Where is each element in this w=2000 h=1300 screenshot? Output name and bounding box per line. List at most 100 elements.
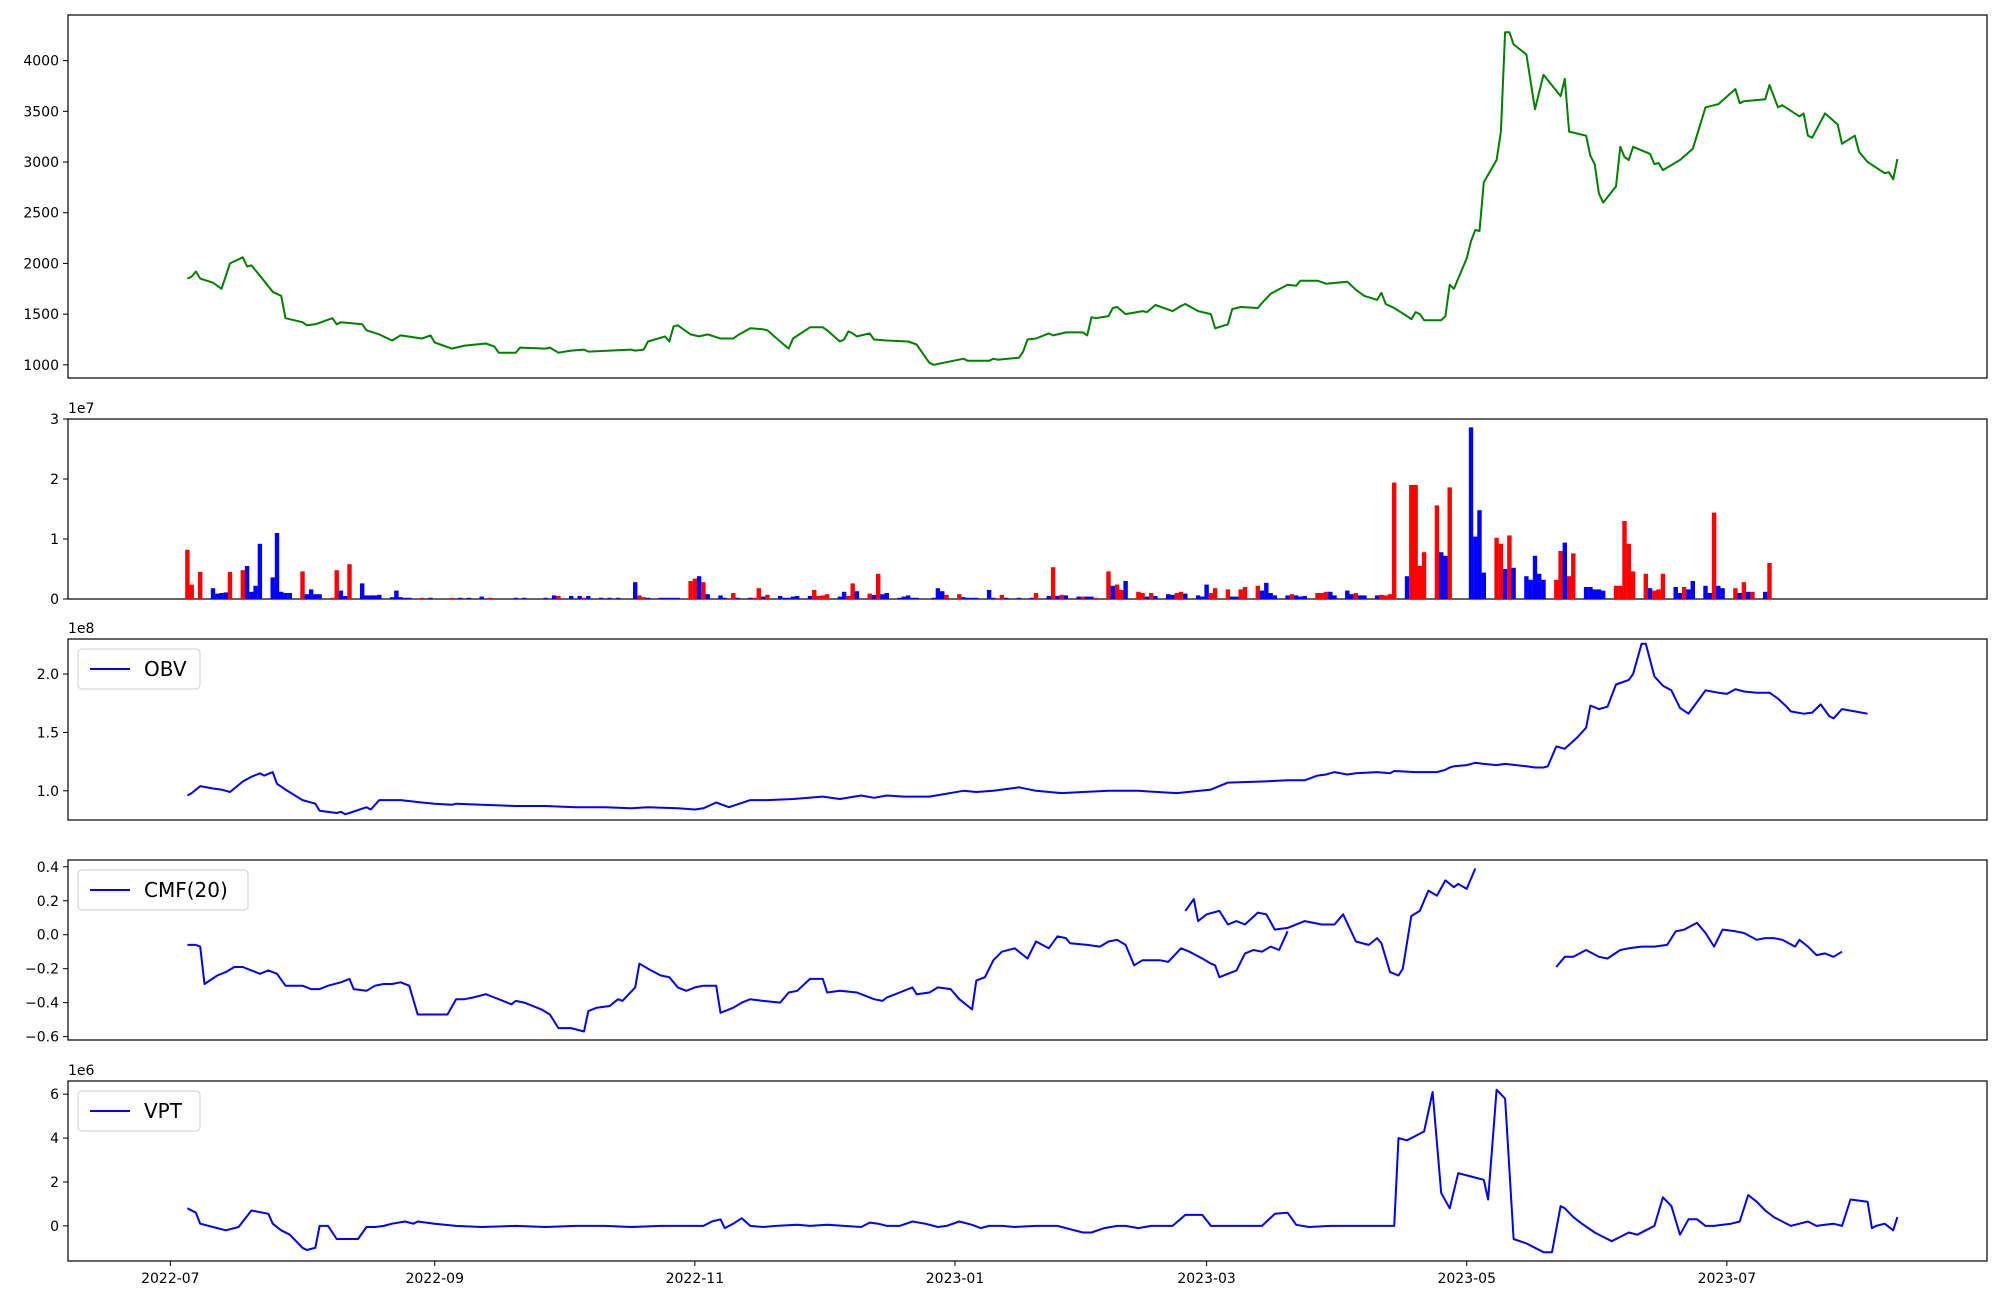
volume-bar — [756, 588, 761, 599]
volume-bar — [1737, 593, 1742, 599]
volume-bar — [905, 595, 911, 599]
volume-bar — [287, 593, 292, 599]
volume-bar — [645, 597, 651, 599]
volume-bar — [1230, 596, 1235, 599]
volume-bar — [1537, 573, 1542, 599]
volume-bar — [1468, 427, 1474, 599]
volume-bar — [931, 597, 936, 599]
y-tick-label: −0.2 — [25, 962, 59, 978]
volume-bar — [407, 597, 412, 599]
volume-bar — [1383, 595, 1388, 599]
volume-bar — [377, 594, 382, 599]
cmf-axes-frame — [67, 859, 1988, 1041]
volume-bar — [910, 597, 915, 599]
volume-bar — [1046, 596, 1051, 599]
volume-bar — [1123, 581, 1128, 599]
volume-bar — [368, 595, 373, 599]
volume-bar — [1746, 591, 1751, 599]
volume-bar — [569, 596, 574, 599]
obv-line — [186, 642, 1868, 816]
volume-bar — [748, 597, 753, 599]
volume-bar — [1183, 593, 1188, 599]
volume-bar — [488, 597, 493, 599]
price-axes-frame — [67, 14, 1988, 379]
legend-label: CMF(20) — [144, 878, 228, 902]
volume-bar — [1144, 596, 1150, 599]
volume-bar — [1234, 596, 1239, 599]
volume-bar — [795, 596, 800, 599]
volume-bar — [1298, 596, 1303, 599]
volume-bar — [330, 597, 335, 599]
volume-bar — [372, 595, 378, 599]
volume-bar — [944, 594, 949, 599]
volume-bar — [974, 597, 979, 599]
volume-bar — [1421, 552, 1427, 599]
volume-bar — [667, 597, 672, 599]
volume-bar — [1447, 487, 1452, 599]
volume-bar — [185, 549, 190, 599]
volume-bar — [884, 593, 889, 599]
volume-bar — [658, 597, 663, 599]
volume-bar — [701, 582, 706, 599]
volume-bar — [1443, 555, 1448, 599]
y-tick-label: 0.2 — [37, 894, 59, 910]
volume-bar — [1571, 553, 1576, 599]
volume-bar — [1149, 593, 1154, 599]
volume-bar — [1063, 595, 1069, 599]
volume-bar — [1264, 582, 1269, 599]
volume-bar — [854, 591, 860, 599]
volume-bar — [1353, 593, 1359, 599]
vpt-panel: 0 2 4 6 1e6 VPT — [50, 1063, 1988, 1262]
volume-bar — [778, 596, 783, 599]
y-tick-label: 0.4 — [37, 860, 59, 876]
volume-bar — [466, 597, 472, 599]
volume-bar — [1477, 510, 1482, 599]
volume-bar — [957, 594, 962, 599]
volume-bar — [1647, 588, 1653, 599]
volume-bar — [876, 573, 881, 599]
volume-bar — [1720, 588, 1725, 599]
volume-bar — [914, 597, 919, 599]
volume-bar — [1208, 593, 1214, 599]
volume-bar — [688, 581, 693, 599]
volume-bar — [812, 590, 817, 599]
volume-bar — [1195, 595, 1201, 599]
volume-bar — [1767, 563, 1772, 599]
volume-bar — [1511, 567, 1516, 599]
volume-axes-frame — [67, 418, 1988, 600]
volume-bar — [816, 596, 821, 599]
volume-bar — [1554, 579, 1559, 599]
volume-bar — [692, 578, 698, 599]
volume-bar — [479, 596, 484, 599]
volume-bar — [556, 596, 561, 599]
volume-bar — [577, 596, 582, 599]
obv-axes-frame — [67, 638, 1988, 821]
y-tick-label: 0.0 — [37, 928, 59, 944]
volume-bar — [394, 590, 399, 599]
volume-bar — [633, 582, 638, 599]
volume-bar — [270, 577, 275, 599]
volume-bar — [1106, 571, 1111, 599]
y-tick-label: 1500 — [23, 307, 59, 323]
volume-bar — [364, 595, 369, 599]
volume-bar — [1357, 595, 1363, 599]
volume-bar — [718, 595, 723, 599]
volume-bar — [428, 597, 433, 599]
volume-bar — [790, 596, 796, 599]
volume-bar — [215, 593, 220, 599]
volume-bar — [1541, 579, 1546, 599]
volume-bar — [1686, 589, 1691, 599]
y-tick-label: −0.6 — [25, 1030, 59, 1046]
volume-bar — [1481, 572, 1486, 599]
volume-bar — [1434, 505, 1440, 599]
volume-bar — [360, 583, 365, 599]
volume-bar — [1618, 585, 1623, 599]
volume-bar — [1059, 594, 1064, 599]
volume-bar — [1170, 594, 1175, 599]
volume-bar — [991, 597, 996, 599]
volume-bar — [240, 570, 245, 599]
volume-bar — [641, 597, 646, 599]
volume-bar — [253, 585, 258, 599]
volume-panel: 0 1 2 3 1e7 — [50, 401, 1988, 608]
volume-bar — [581, 597, 587, 599]
